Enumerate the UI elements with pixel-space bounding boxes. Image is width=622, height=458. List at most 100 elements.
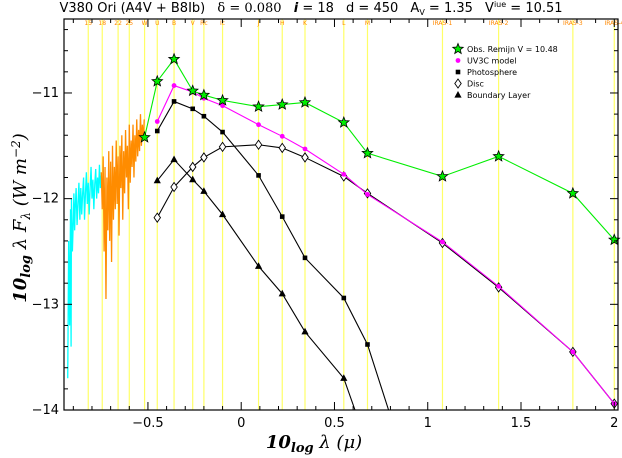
point-triangle-0 <box>153 176 161 184</box>
point-dot-4 <box>220 103 225 109</box>
point-square-1 <box>171 99 177 104</box>
y-axis-label-sub: log <box>19 255 34 278</box>
series-line-diamond <box>156 144 615 405</box>
x-axis-label: 10log λ (μ) <box>266 432 362 456</box>
point-star-8 <box>298 95 312 108</box>
y-axis-label-mid: λ F <box>10 218 31 255</box>
spectra <box>67 114 145 379</box>
band-label-h: H <box>280 20 285 27</box>
point-square-7 <box>302 255 308 261</box>
point-star-4 <box>197 88 211 101</box>
point-star-13 <box>566 186 580 199</box>
point-star-2 <box>167 52 181 65</box>
y-axis-label: 10log λ Fλ (W m−2) <box>9 133 34 303</box>
axis-ticks: −0.5 0 0.5 1 1.5 2 −11 −12 −13 −14 <box>32 19 618 431</box>
band-label-ic: Ic <box>220 20 225 27</box>
point-dot-5 <box>256 122 261 128</box>
filter-band-lines: 15 18 22 25 W U B V Rc Ic J H K L M IRAS-1 IRAS-2 IRAS-3 I… <box>84 19 622 410</box>
series-line-dot <box>156 84 615 405</box>
point-triangle-6 <box>278 289 286 297</box>
point-diamond-2 <box>188 161 197 173</box>
spectrum-line-0 <box>67 164 102 379</box>
point-dot-12 <box>570 349 576 355</box>
title-distance: d = 450 <box>346 1 398 16</box>
title-star: V380 Ori (A4V + B8Ib) <box>59 1 205 16</box>
series-line-triangle <box>156 158 356 411</box>
band-label-j: J <box>257 20 260 27</box>
band-label-iras-2: IRAS-2 <box>489 20 509 27</box>
band-label-b: B <box>172 20 176 27</box>
band-label-w: W <box>142 20 148 27</box>
series-line-square <box>156 100 390 411</box>
title-viue-base: V <box>485 1 494 16</box>
point-triangle-4 <box>218 210 227 218</box>
point-square-2 <box>190 106 196 112</box>
title-i-value: = 18 <box>298 1 334 16</box>
point-dot-10 <box>440 239 445 245</box>
point-square-6 <box>279 214 285 219</box>
point-triangle-3 <box>200 187 208 194</box>
title-av-sub: V <box>419 8 425 17</box>
point-triangle-8 <box>340 374 348 381</box>
point-star-9 <box>337 115 351 128</box>
x-tick-label: 2 <box>610 416 618 431</box>
band-label-iras-3: IRAS-3 <box>563 20 583 27</box>
point-dot-9 <box>365 192 370 197</box>
point-square-0 <box>154 128 160 134</box>
x-axis-label-sub: log <box>291 441 314 456</box>
x-tick-label: 1.5 <box>511 416 532 431</box>
legend-label-diamond: Disc <box>467 80 484 89</box>
y-tick-label: −14 <box>32 403 59 418</box>
y-axis-label-lambda-sub: λ <box>19 212 33 221</box>
y-axis-label-post: (W m <box>10 158 31 212</box>
legend-marker-dot <box>455 58 461 63</box>
point-square-5 <box>256 173 261 178</box>
point-dot-0 <box>154 119 160 124</box>
title-delta: δ = 0.080 <box>217 1 281 16</box>
band-label-rc: Rc <box>200 20 207 27</box>
point-star-0 <box>138 130 151 143</box>
band-label-v: V <box>191 20 196 27</box>
legend-marker-diamond <box>454 78 462 89</box>
y-axis-label-pre: 10 <box>10 277 31 303</box>
point-star-1 <box>151 74 164 87</box>
point-star-3 <box>186 84 199 97</box>
band-label-l: L <box>342 20 346 27</box>
x-axis-label-pre: 10 <box>266 432 292 453</box>
x-axis-label-post: λ (μ) <box>314 432 363 453</box>
point-square-9 <box>365 342 370 347</box>
point-star-7 <box>275 98 289 110</box>
point-square-4 <box>220 129 225 135</box>
band-label-iras-1: IRAS-1 <box>433 20 453 27</box>
legend-marker-triangle <box>454 91 462 98</box>
point-diamond-0 <box>153 212 162 223</box>
point-dot-11 <box>496 283 502 289</box>
point-star-6 <box>252 100 265 113</box>
y-tick-label: −12 <box>32 192 59 207</box>
x-tick-label: −0.5 <box>132 416 164 431</box>
y-tick-label: −11 <box>32 86 59 101</box>
y-axis-label-end: ) <box>10 133 31 141</box>
point-star-5 <box>216 93 229 106</box>
series-star <box>138 52 621 246</box>
point-triangle-7 <box>301 327 309 335</box>
point-star-10 <box>361 146 374 159</box>
point-square-3 <box>201 113 207 119</box>
band-label-u: U <box>155 20 159 27</box>
point-dot-8 <box>341 171 347 177</box>
y-tick-label: −13 <box>32 297 59 312</box>
legend: Obs. Remijn V = 10.48 UV3C model Photosphe… <box>451 42 558 100</box>
point-diamond-7 <box>301 152 309 163</box>
legend-label-dot: UV3C model <box>467 57 516 66</box>
title-av-base: A <box>410 1 419 16</box>
legend-label-triangle: Boundary Layer <box>467 91 531 100</box>
point-diamond-1 <box>170 181 178 193</box>
point-star-11 <box>436 169 449 182</box>
series-triangle <box>153 155 356 411</box>
point-diamond-6 <box>278 142 286 154</box>
plot-frame <box>63 18 619 411</box>
point-diamond-4 <box>218 141 227 153</box>
legend-marker-star <box>451 42 465 55</box>
band-label-18: 18 <box>98 20 106 27</box>
